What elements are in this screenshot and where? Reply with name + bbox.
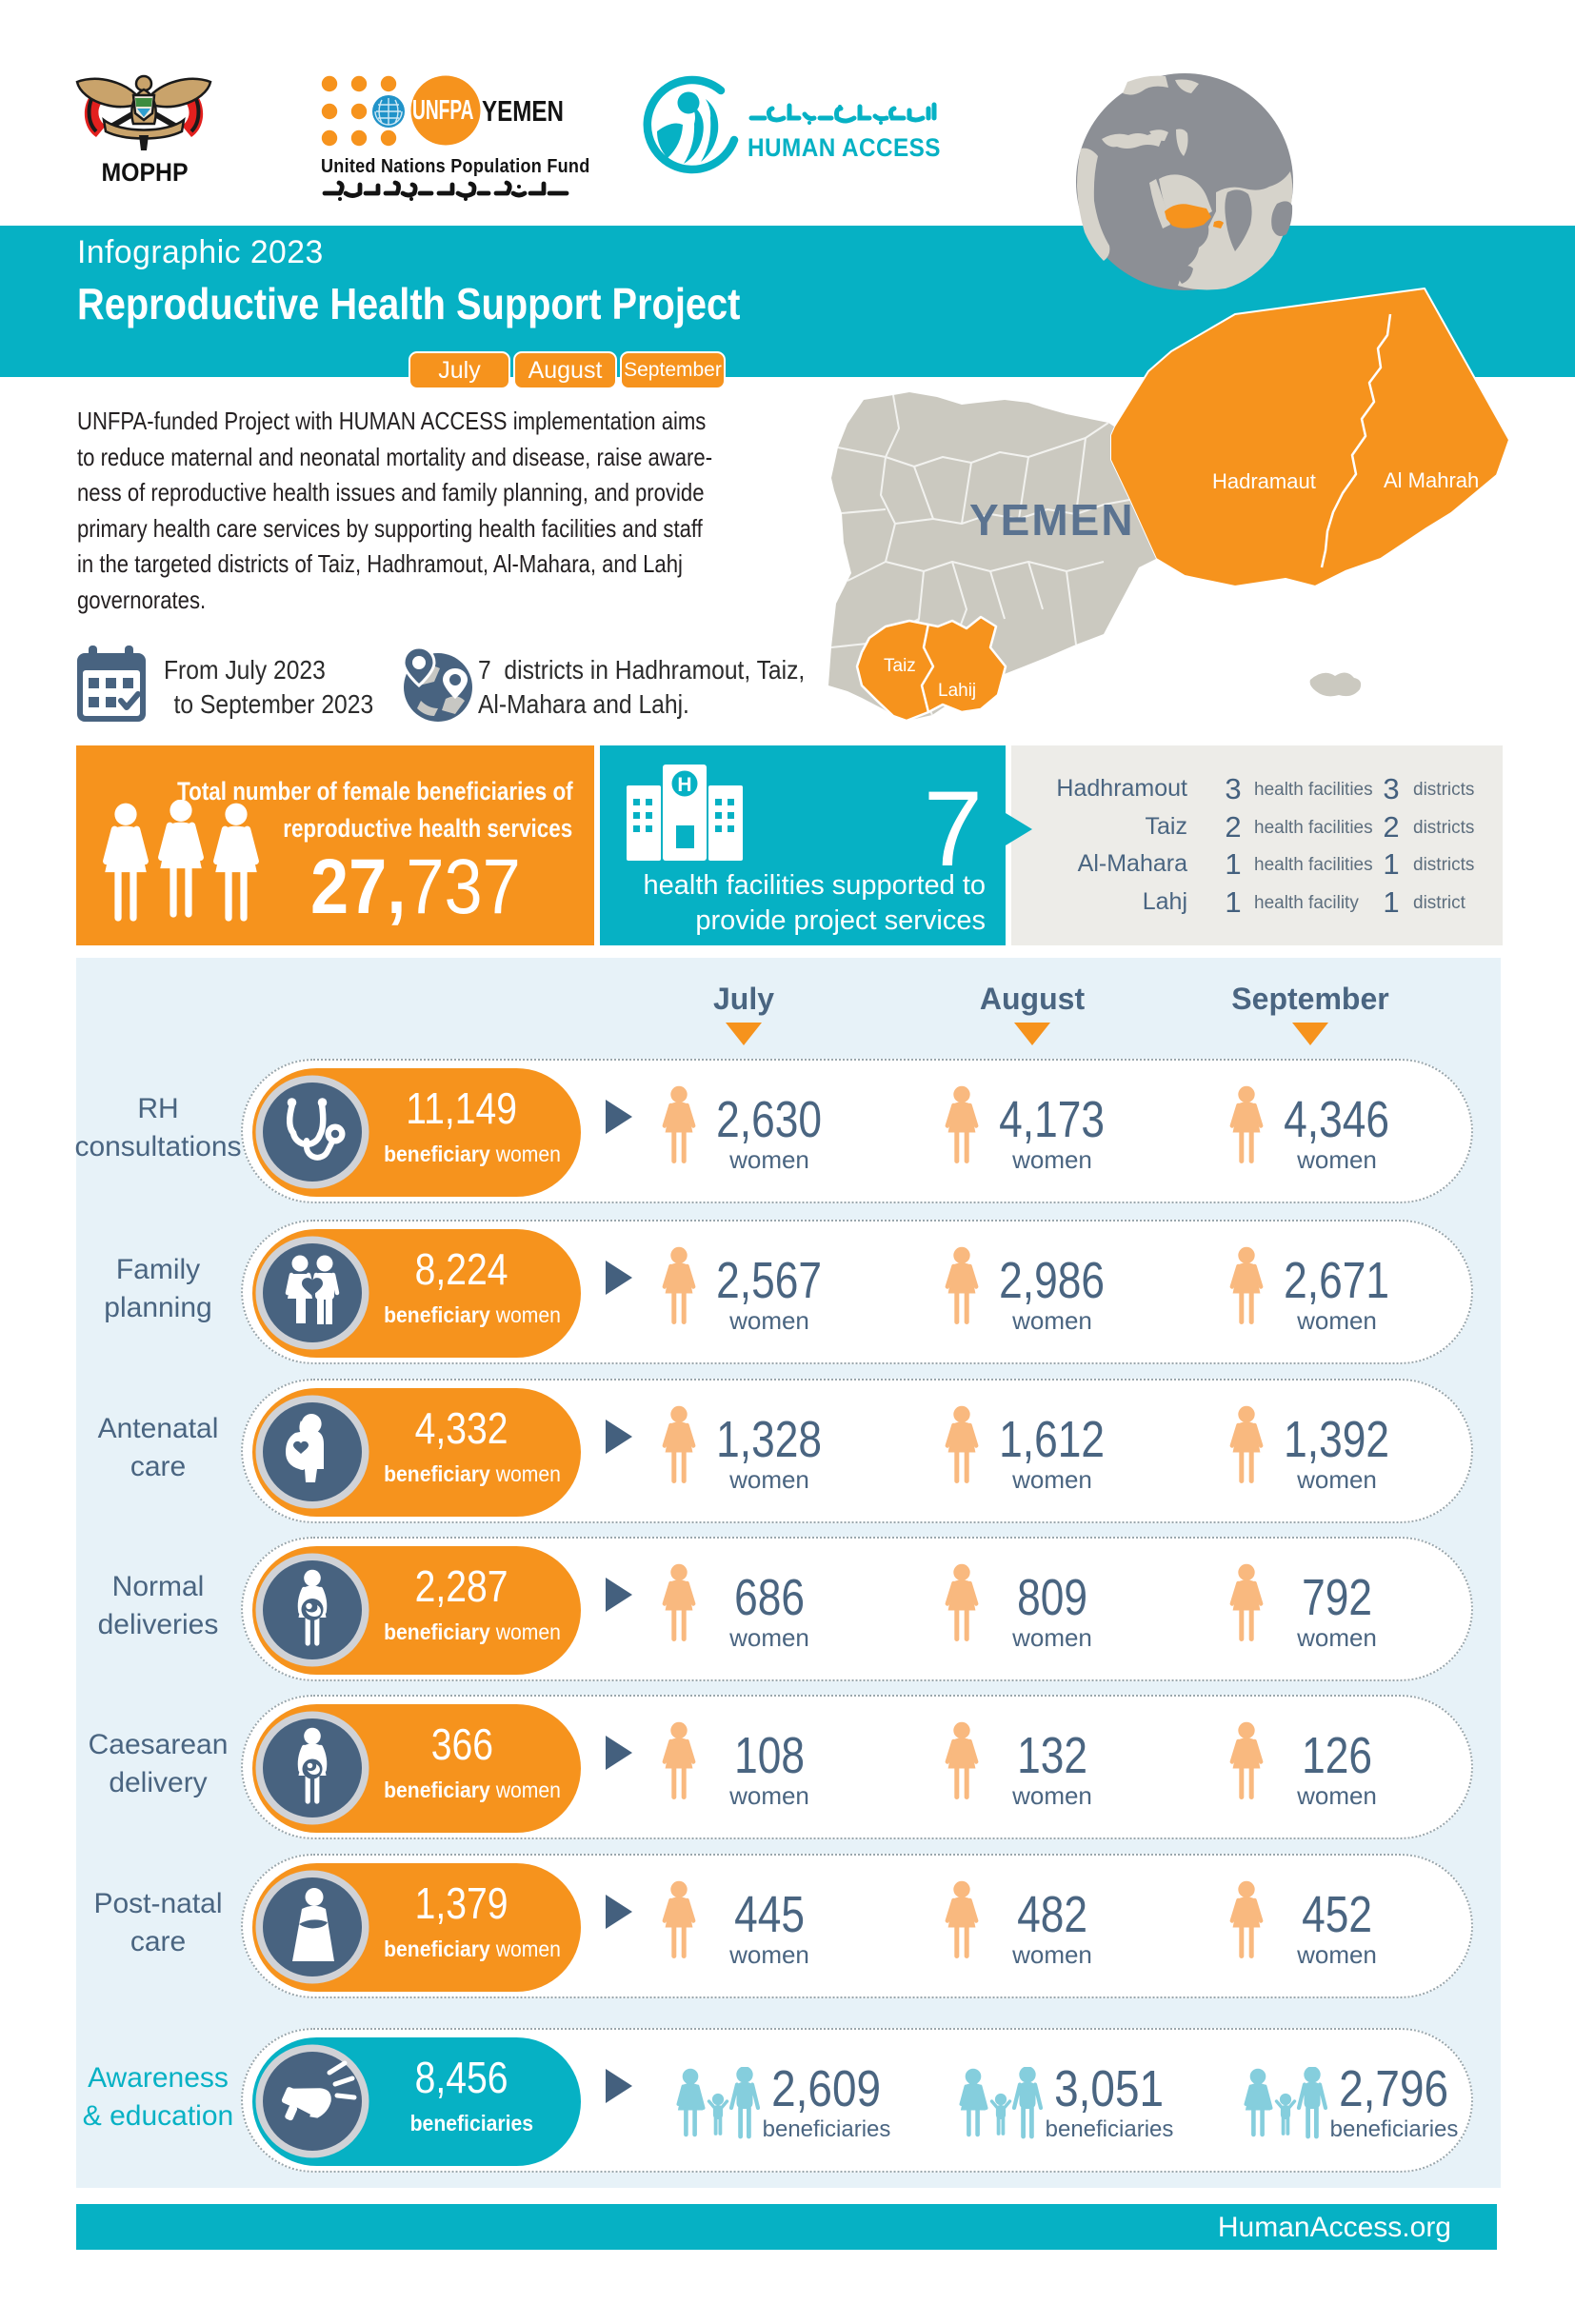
svg-text:H: H [677, 774, 691, 796]
svg-text:Lahij: Lahij [938, 681, 976, 701]
svg-text:Hadramaut: Hadramaut [1212, 469, 1316, 493]
svg-text:Al Mahrah: Al Mahrah [1384, 468, 1479, 492]
svg-text:YEMEN: YEMEN [969, 495, 1135, 545]
svg-text:Taiz: Taiz [884, 656, 916, 676]
